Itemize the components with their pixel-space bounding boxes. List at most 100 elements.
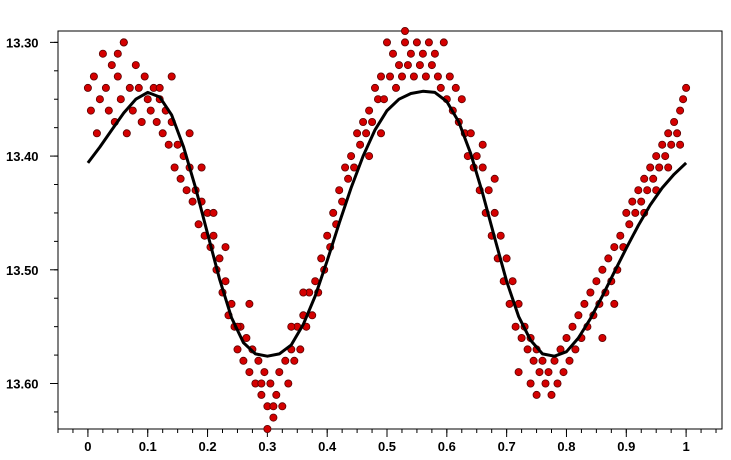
data-point: [472, 152, 481, 161]
plot-frame: [57, 30, 723, 430]
data-point: [323, 231, 332, 240]
data-point: [388, 49, 397, 58]
data-point: [586, 288, 595, 297]
data-point: [673, 129, 682, 138]
x-tick-label: 0: [84, 439, 91, 454]
x-tick-label: 0.5: [378, 439, 396, 454]
data-point: [143, 95, 152, 104]
data-point: [394, 61, 403, 70]
data-point: [95, 95, 104, 104]
data-point: [517, 333, 526, 342]
data-point: [427, 61, 436, 70]
data-point: [523, 345, 532, 354]
data-point: [430, 49, 439, 58]
data-point: [676, 140, 685, 149]
data-point: [628, 197, 637, 206]
data-point: [646, 163, 655, 172]
data-point: [571, 345, 580, 354]
data-point: [257, 390, 266, 399]
data-point: [622, 208, 631, 217]
data-point: [122, 129, 131, 138]
data-point: [134, 83, 143, 92]
data-point: [547, 390, 556, 399]
data-point: [610, 243, 619, 252]
data-point: [347, 152, 356, 161]
x-tick-label: 0.2: [199, 439, 217, 454]
data-point: [406, 49, 415, 58]
data-point: [511, 322, 520, 331]
y-tick-label: 13.60: [6, 377, 39, 392]
data-point: [83, 83, 92, 92]
data-point: [182, 186, 191, 195]
data-point: [317, 254, 326, 263]
data-point: [541, 379, 550, 388]
data-point: [610, 299, 619, 308]
data-point: [359, 118, 368, 127]
y-axis: 13.30 13.40 13.50 13.60: [6, 35, 58, 413]
data-point: [625, 220, 634, 229]
data-point: [484, 186, 493, 195]
data-point: [269, 413, 278, 422]
data-point: [532, 390, 541, 399]
data-point: [637, 197, 646, 206]
data-point: [98, 49, 107, 58]
data-point: [335, 186, 344, 195]
data-point: [239, 356, 248, 365]
data-point: [382, 38, 391, 47]
y-tick-label: 13.40: [6, 149, 39, 164]
data-point: [418, 49, 427, 58]
data-point: [146, 106, 155, 115]
data-point: [655, 163, 664, 172]
data-point: [221, 277, 230, 286]
data-point: [598, 265, 607, 274]
data-point: [667, 140, 676, 149]
data-point: [658, 140, 667, 149]
data-point: [356, 140, 365, 149]
data-point: [529, 356, 538, 365]
data-point: [287, 322, 296, 331]
data-point: [209, 231, 218, 240]
data-point: [616, 231, 625, 240]
data-point: [640, 174, 649, 183]
data-point: [559, 368, 568, 377]
data-point: [490, 174, 499, 183]
data-point: [119, 38, 128, 47]
data-point: [397, 72, 406, 81]
x-tick-label: 0.1: [139, 439, 157, 454]
data-point: [101, 83, 110, 92]
data-point: [353, 129, 362, 138]
data-point: [296, 345, 305, 354]
data-point: [478, 163, 487, 172]
y-tick-label: 13.30: [6, 35, 39, 50]
x-tick-label: 0.8: [557, 439, 575, 454]
data-point: [412, 38, 421, 47]
x-tick-label: 1: [682, 439, 689, 454]
data-point: [365, 152, 374, 161]
data-point: [592, 277, 601, 286]
data-point: [89, 72, 98, 81]
data-point: [284, 379, 293, 388]
data-point: [272, 390, 281, 399]
data-point: [424, 38, 433, 47]
data-point: [409, 72, 418, 81]
data-point: [167, 72, 176, 81]
data-point: [221, 243, 230, 252]
data-point: [290, 356, 299, 365]
data-point: [436, 83, 445, 92]
data-point: [535, 368, 544, 377]
data-point: [649, 174, 658, 183]
data-point: [598, 333, 607, 342]
data-point: [125, 83, 134, 92]
data-point: [445, 72, 454, 81]
data-point: [113, 72, 122, 81]
data-point: [173, 140, 182, 149]
data-point: [215, 254, 224, 263]
data-point: [421, 72, 430, 81]
data-point: [107, 61, 116, 70]
data-point: [661, 152, 670, 161]
data-point: [553, 379, 562, 388]
data-point: [164, 140, 173, 149]
data-point: [679, 95, 688, 104]
